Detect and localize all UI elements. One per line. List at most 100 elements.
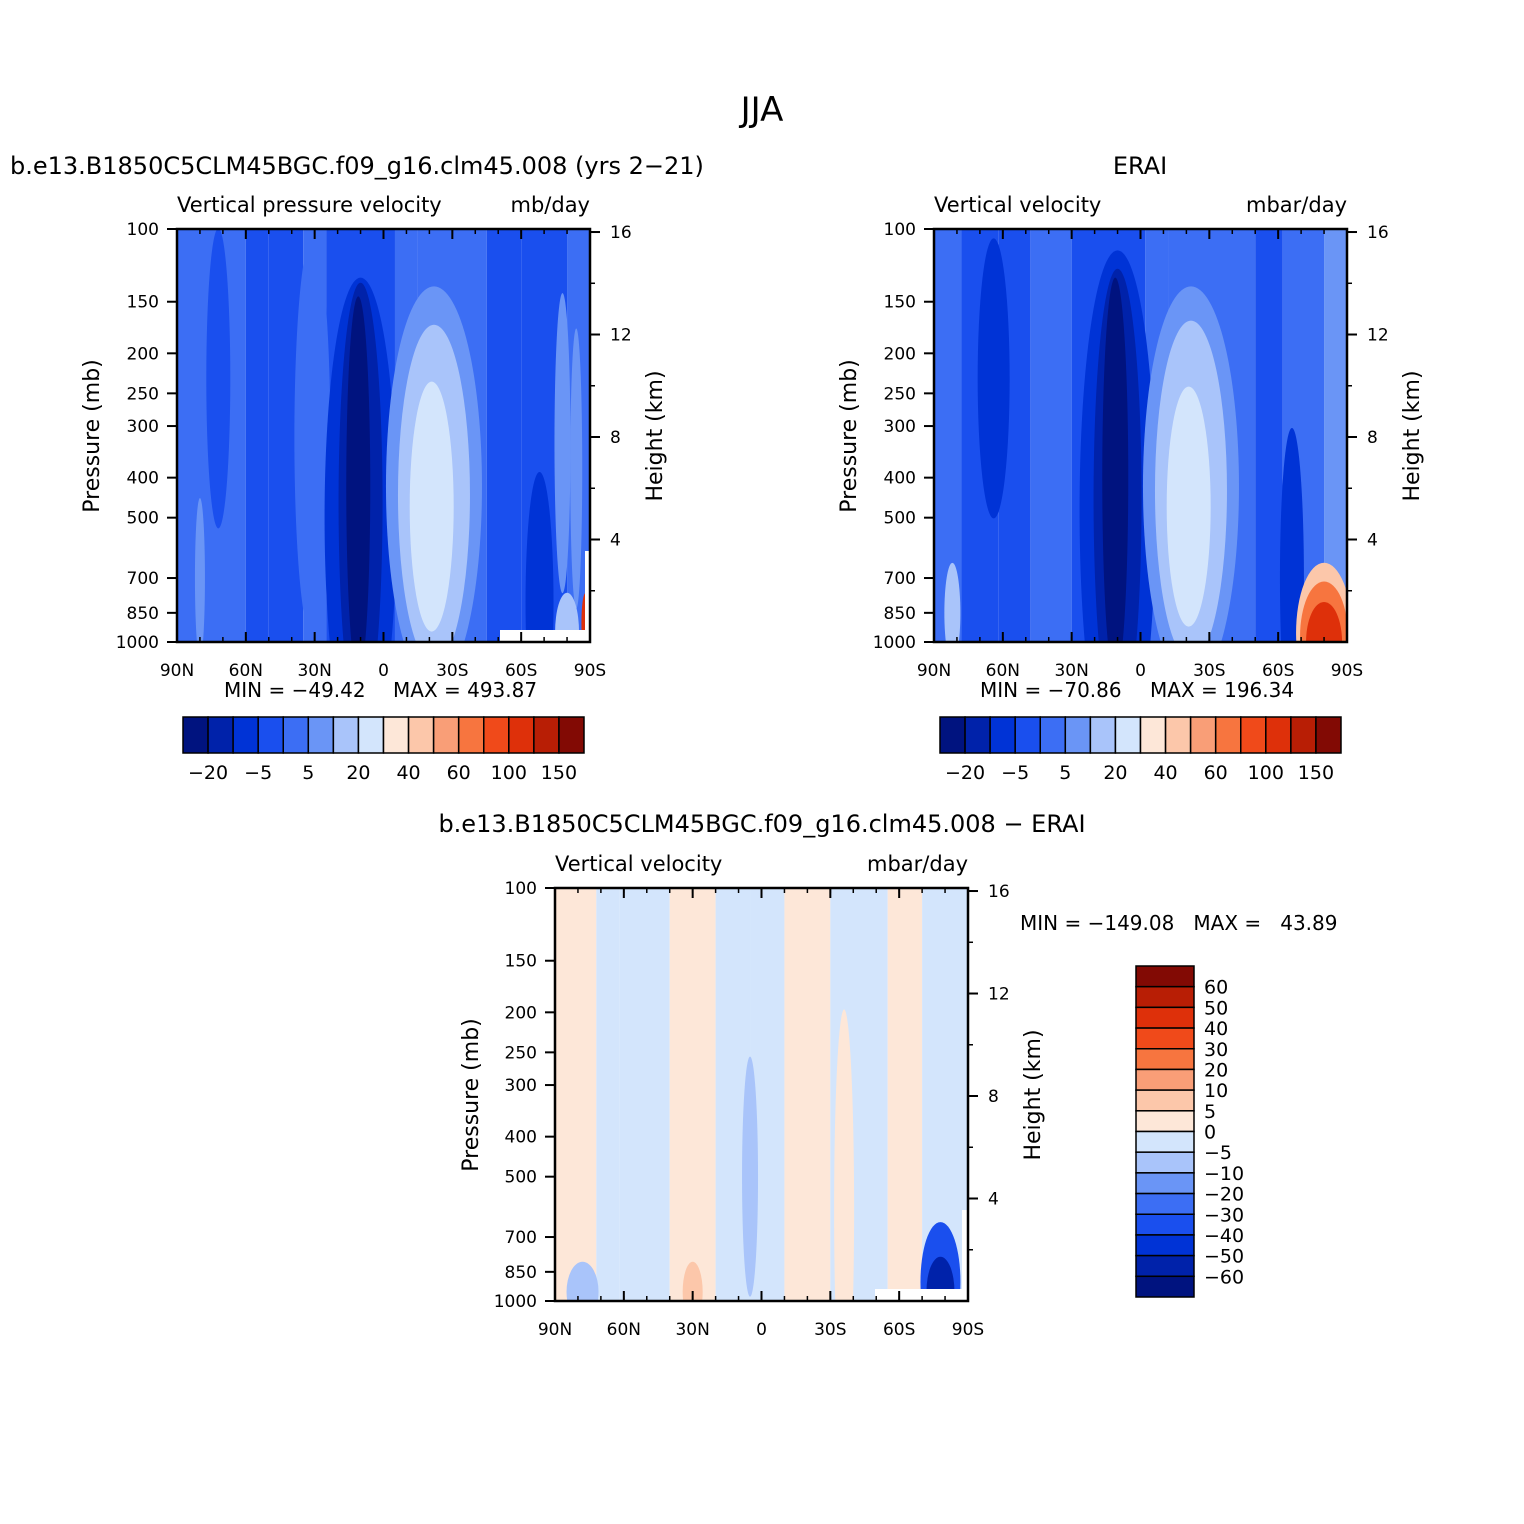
contour-band <box>294 237 331 638</box>
contour-band <box>977 238 1010 519</box>
contour-band <box>784 888 831 1301</box>
x-tick-label: 0 <box>1135 661 1146 681</box>
colorbar-box <box>1135 1130 1195 1153</box>
diff-minmax-label: MIN = −149.08 MAX = 43.89 <box>1020 911 1337 935</box>
y-right-tick-label: 16 <box>1367 223 1389 243</box>
y-tick-label: 200 <box>884 344 916 364</box>
contour-band <box>834 1009 855 1301</box>
y-tick-label: 400 <box>884 469 916 489</box>
y-tick-label: 100 <box>884 220 916 240</box>
colorbar-label: 5 <box>1059 762 1071 784</box>
contour-band <box>555 888 597 1301</box>
erai-right-string: mbar/day <box>1246 193 1347 217</box>
colorbar-box <box>1014 716 1041 754</box>
erai-min-label: MIN = −70.86 <box>980 678 1122 702</box>
x-tick-label: 90N <box>917 661 951 681</box>
colorbar-label: 60 <box>447 762 471 784</box>
colorbar-box <box>1135 1110 1195 1133</box>
diff-panel-title: b.e13.B1850C5CLM45BGC.f09_g16.clm45.008 … <box>438 810 1085 838</box>
y-tick-label: 700 <box>505 1228 537 1248</box>
colorbar-box <box>257 716 284 754</box>
colorbar-box <box>382 716 410 754</box>
y-tick-label: 200 <box>505 1003 537 1023</box>
y-right-tick-label: 4 <box>988 1190 999 1210</box>
colorbar-box <box>1064 716 1092 754</box>
colorbar-label: 5 <box>302 762 314 784</box>
colorbar-box <box>1135 1172 1195 1195</box>
y-tick-label: 700 <box>884 569 916 589</box>
y-right-tick-label: 8 <box>1367 428 1378 448</box>
y-right-tick-label: 8 <box>610 428 621 448</box>
colorbar-box <box>1039 716 1067 754</box>
contour-band <box>944 562 961 642</box>
y-right-tick-label: 12 <box>610 326 632 346</box>
x-tick-label: 30S <box>814 1320 846 1340</box>
erai-ylabel: Pressure (mb) <box>837 359 862 513</box>
contour-band <box>887 888 923 1301</box>
y-tick-label: 200 <box>127 344 159 364</box>
colorbar-label: 5 <box>1204 1101 1216 1123</box>
colorbar-box <box>1135 1048 1195 1071</box>
missing-region <box>875 1289 963 1301</box>
x-tick-label: 30N <box>1054 661 1088 681</box>
model-ylabel: Pressure (mb) <box>80 359 105 513</box>
contour-band <box>596 888 620 1301</box>
y-tick-label: 850 <box>505 1263 537 1283</box>
colorbar-box <box>508 716 535 754</box>
diff-right-string: mbar/day <box>867 852 968 876</box>
y-tick-label: 250 <box>127 384 159 404</box>
colorbar-label: 40 <box>1204 1018 1228 1040</box>
model-left-string: Vertical pressure velocity <box>177 193 442 217</box>
colorbar-label: −20 <box>945 762 985 784</box>
colorbar-box <box>182 716 209 754</box>
colorbar-label: 150 <box>1298 762 1334 784</box>
y-tick-label: 500 <box>505 1168 537 1188</box>
colorbar-label: 20 <box>346 762 370 784</box>
erai-ylabel-right: Height (km) <box>1400 370 1425 501</box>
diff-ylabel: Pressure (mb) <box>459 1018 484 1172</box>
contour-band <box>245 229 269 642</box>
x-tick-label: 60S <box>505 661 537 681</box>
colorbar-box <box>1139 716 1167 754</box>
y-tick-label: 700 <box>127 569 159 589</box>
contour-band <box>1030 229 1072 642</box>
x-tick-label: 90N <box>538 1320 572 1340</box>
colorbar-label: 100 <box>491 762 527 784</box>
colorbar-box <box>282 716 310 754</box>
contour-band <box>682 1261 703 1301</box>
x-tick-label: 90N <box>160 661 194 681</box>
x-tick-label: 0 <box>756 1320 767 1340</box>
colorbar-box <box>357 716 385 754</box>
missing-region <box>585 551 590 642</box>
y-tick-label: 150 <box>505 952 537 972</box>
y-tick-label: 1000 <box>494 1292 537 1312</box>
contour-band <box>194 498 205 642</box>
x-tick-label: 30S <box>436 661 468 681</box>
contour-band <box>346 296 371 642</box>
model-panel: b.e13.B1850C5CLM45BGC.f09_g16.clm45.008 … <box>10 152 704 784</box>
colorbar-box <box>1164 716 1192 754</box>
colorbar-box <box>989 716 1016 754</box>
colorbar-label: −20 <box>1204 1184 1244 1206</box>
y-tick-label: 300 <box>884 417 916 437</box>
colorbar-box <box>332 716 360 754</box>
y-tick-label: 500 <box>884 509 916 529</box>
colorbar-box <box>1135 985 1195 1009</box>
y-tick-label: 150 <box>884 293 916 313</box>
missing-region <box>962 1210 968 1301</box>
diff-panel: b.e13.B1850C5CLM45BGC.f09_g16.clm45.008 … <box>438 810 1337 1340</box>
colorbar-label: −30 <box>1204 1204 1244 1226</box>
diff-left-string: Vertical velocity <box>555 852 722 876</box>
diff-plot-area <box>555 888 968 1301</box>
model-plot-area <box>177 229 590 642</box>
y-tick-label: 150 <box>127 293 159 313</box>
contour-band <box>1324 229 1347 642</box>
model-panel-title: b.e13.B1850C5CLM45BGC.f09_g16.clm45.008 … <box>10 152 704 180</box>
contour-band <box>570 328 583 609</box>
x-tick-label: 60S <box>883 1320 915 1340</box>
contour-band <box>554 293 571 594</box>
y-tick-label: 300 <box>505 1076 537 1096</box>
colorbar-box <box>407 716 435 754</box>
y-right-tick-label: 4 <box>610 531 621 551</box>
y-right-tick-label: 12 <box>1367 326 1389 346</box>
